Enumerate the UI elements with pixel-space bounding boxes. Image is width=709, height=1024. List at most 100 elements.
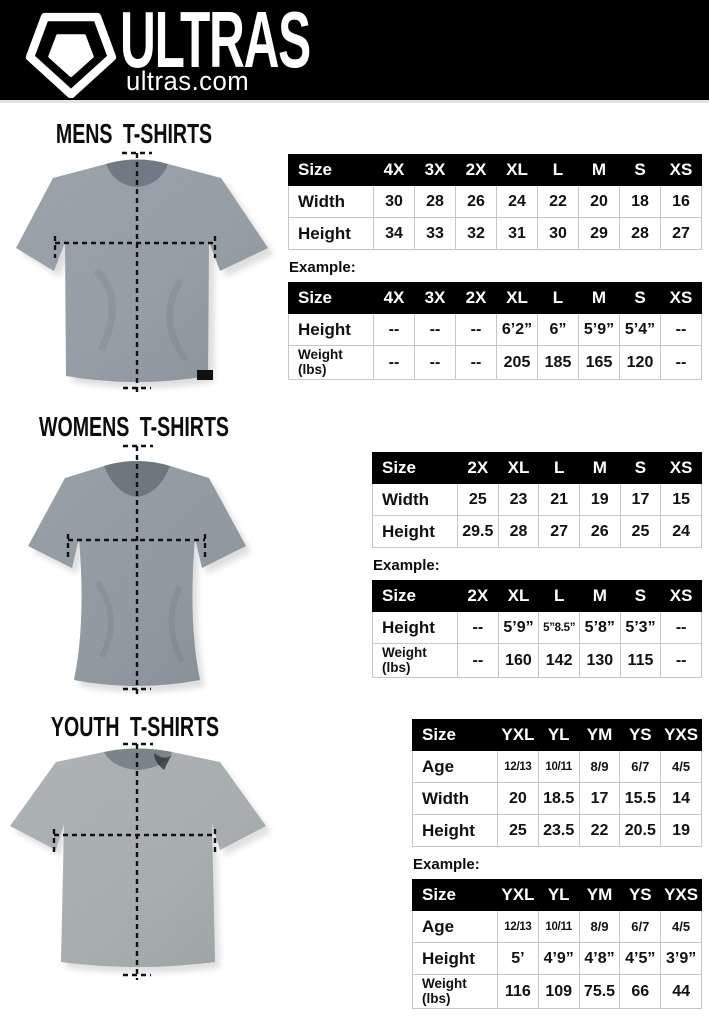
cell-value: --: [373, 344, 415, 381]
row-label: Height: [412, 942, 498, 975]
table-row: Height 5’ 4’9” 4’8” 4’5” 3’9”: [412, 942, 702, 975]
cell-value: 165: [578, 344, 620, 381]
row-label: Height: [372, 611, 458, 644]
cell-value: 10/11: [537, 750, 580, 783]
column-header: Size: [412, 879, 498, 911]
cell-value: 12/13: [497, 750, 539, 783]
cell-value: 6’2”: [496, 313, 538, 346]
cell-value: 15.5: [619, 782, 662, 815]
cell-value: 18: [619, 185, 661, 218]
column-header: XL: [496, 282, 538, 314]
column-header: M: [578, 452, 621, 484]
cell-value: --: [414, 313, 456, 346]
cell-value: 6”: [537, 313, 579, 346]
cell-value: 20: [578, 185, 620, 218]
column-header: Size: [288, 282, 374, 314]
cell-value: 4’5”: [619, 942, 662, 975]
row-label: Width: [412, 782, 498, 815]
cell-value: 19: [660, 814, 702, 847]
cell-value: 5’9”: [497, 611, 540, 644]
column-header: 3X: [414, 282, 456, 314]
table-row: Height 25 23.5 22 20.5 19: [412, 814, 702, 847]
pentagon-crest-icon: [25, 12, 117, 98]
table-row: Weight (lbs) 116 109 75.5 66 44: [412, 973, 702, 1010]
column-header: YM: [578, 879, 621, 911]
cell-value: 12/13: [497, 910, 539, 943]
column-header: L: [537, 154, 579, 186]
cell-value: 4/5: [660, 750, 702, 783]
column-header: L: [538, 452, 580, 484]
cell-value: --: [455, 313, 497, 346]
womens-tshirt-image: [28, 444, 251, 694]
column-header: S: [619, 282, 661, 314]
cell-value: --: [457, 611, 499, 644]
column-header: 3X: [414, 154, 456, 186]
cell-value: 4/5: [660, 910, 702, 943]
measurement-lines: [66, 444, 207, 694]
cell-value: 17: [578, 782, 621, 815]
cell-value: 20: [497, 782, 539, 815]
cell-value: --: [373, 313, 415, 346]
cell-value: 25: [497, 814, 539, 847]
cell-value: 22: [537, 185, 579, 218]
column-header: Size: [372, 580, 458, 612]
column-header: 4X: [373, 154, 415, 186]
cell-value: 29.5: [457, 515, 499, 548]
cell-value: 28: [619, 217, 661, 250]
cell-value: 23: [497, 483, 540, 516]
cell-value: --: [455, 344, 497, 381]
cell-value: 21: [538, 483, 580, 516]
cell-value: 30: [373, 185, 415, 218]
section-title-youth: YOUTH T-SHIRTS: [50, 711, 220, 742]
cell-value: 34: [373, 217, 415, 250]
cell-value: 27: [538, 515, 580, 548]
table-row: Weight (lbs) -- -- -- 205 185 165 120 --: [288, 344, 702, 381]
cell-value: 10/11: [537, 910, 580, 943]
cell-value: 33: [414, 217, 456, 250]
cell-value: 23.5: [537, 814, 580, 847]
column-header: Size: [412, 719, 498, 751]
cell-value: 26: [455, 185, 497, 218]
column-header: XS: [660, 154, 702, 186]
site-header: ULTRAS ultras.com: [0, 0, 709, 103]
cell-value: 16: [660, 185, 702, 218]
example-label: Example:: [373, 557, 440, 574]
section-title-mens: MENS T-SHIRTS: [55, 118, 213, 149]
brand-name: ULTRAS: [120, 0, 311, 84]
column-header: S: [619, 452, 662, 484]
column-header: XS: [660, 282, 702, 314]
column-header: Size: [372, 452, 458, 484]
table-row: Width 25 23 21 19 17 15: [372, 483, 702, 516]
row-label: Weight (lbs): [288, 344, 374, 381]
column-header: YS: [619, 879, 662, 911]
cell-value: 120: [619, 344, 661, 381]
cell-value: 5’9”: [578, 313, 620, 346]
cell-value: 8/9: [578, 910, 621, 943]
cell-value: 4’9”: [537, 942, 580, 975]
column-header: YXL: [497, 879, 539, 911]
cell-value: 44: [660, 973, 702, 1010]
column-header: 2X: [457, 452, 499, 484]
cell-value: 116: [497, 973, 539, 1010]
cell-value: 25: [457, 483, 499, 516]
column-header: XL: [496, 154, 538, 186]
cell-value: 6/7: [619, 750, 662, 783]
row-label: Age: [412, 750, 498, 783]
brand-hem-tag: [197, 370, 213, 380]
table-row: Height 29.5 28 27 26 25 24: [372, 515, 702, 548]
column-header: XS: [660, 452, 702, 484]
cell-value: 27: [660, 217, 702, 250]
column-header: M: [578, 580, 621, 612]
cell-value: 142: [538, 642, 580, 679]
column-header: YM: [578, 719, 621, 751]
cell-value: --: [660, 344, 702, 381]
table-row: Age 12/13 10/11 8/9 6/7 4/5: [412, 750, 702, 783]
column-header: YL: [537, 879, 580, 911]
cell-value: 19: [578, 483, 621, 516]
row-label: Weight (lbs): [372, 642, 458, 679]
column-header: 4X: [373, 282, 415, 314]
cell-value: 5’4”: [619, 313, 661, 346]
column-header: XS: [660, 580, 702, 612]
cell-value: 3’9”: [660, 942, 702, 975]
table-row: Width 30 28 26 24 22 20 18 16: [288, 185, 702, 218]
